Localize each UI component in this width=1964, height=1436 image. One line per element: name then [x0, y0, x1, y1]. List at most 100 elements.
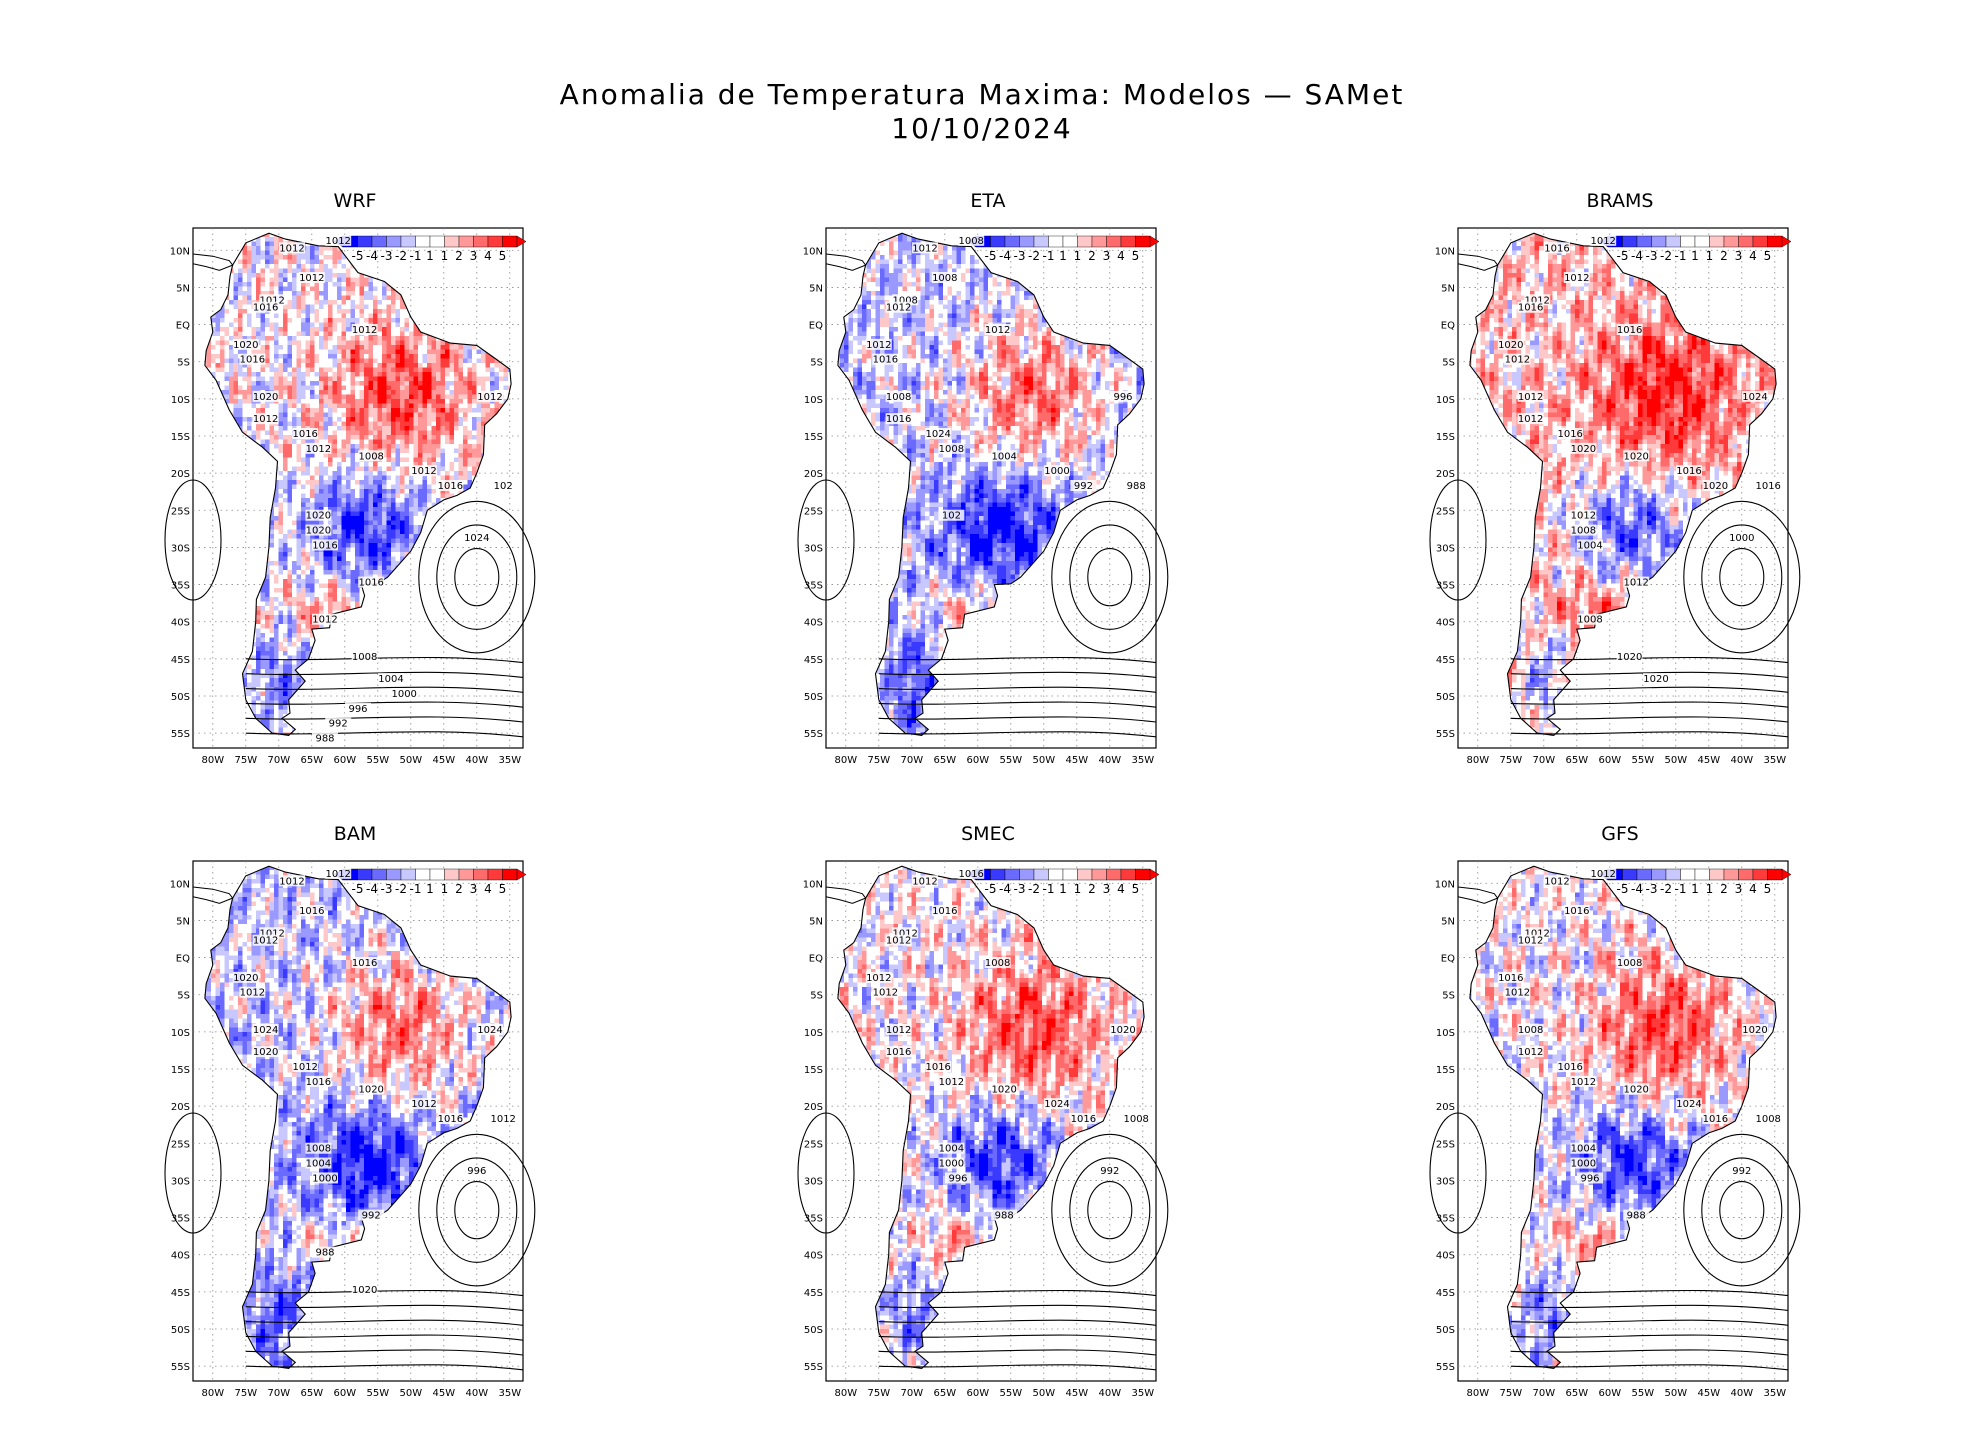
isobar-label-bg [279, 242, 305, 254]
isobar-label-bg [984, 324, 1011, 335]
isobar-label: 1012 [299, 273, 324, 284]
colorbar: -5 -4 -3 -2 -1 1 1 2 3 4 5 [333, 868, 527, 896]
isobar-label: 1012 [873, 988, 898, 999]
lon-tick-label: 55W [366, 755, 389, 766]
lat-tick-label: 15S [171, 432, 190, 443]
colorbar-label: 4 [1749, 882, 1757, 896]
isobar-label: 1016 [240, 355, 265, 366]
panel-title: GFS [1460, 823, 1780, 845]
colorbar-label: 3 [1103, 249, 1111, 263]
isobar-label-bg [1577, 613, 1603, 625]
isobar-label: 1012 [1623, 578, 1648, 589]
lon-tick-label: 80W [1466, 755, 1489, 766]
isobar-label-bg [298, 905, 325, 916]
map-frame: 10N 5N EQ 5S 10S 15S 20S 25S 30S 35S 40S 45S 50S 55S 8… [164, 227, 536, 766]
lat-tick-label: 55S [804, 1362, 823, 1373]
isobar-label-bg [312, 1246, 338, 1258]
isobar-label: 1012 [866, 340, 891, 351]
isobar-label: 1008 [306, 1144, 331, 1155]
colorbar-swatch [1062, 235, 1078, 248]
lon-tick-label: 50W [1664, 1388, 1687, 1399]
coastline [837, 232, 1145, 736]
isobar-lines [1429, 1112, 1801, 1371]
isobar-label: 1020 [1623, 1084, 1648, 1095]
lon-tick-label: 60W [333, 755, 356, 766]
colorbar-label: 1 [1059, 249, 1067, 263]
colorbar-label: -5 [985, 249, 997, 263]
isobar-label: 1020 [253, 1047, 278, 1058]
lat-tick-label: 50S [171, 1325, 190, 1336]
isobar-label: 1004 [939, 1144, 964, 1155]
lon-tick-label: 40W [465, 755, 488, 766]
isobar-label-bg [925, 428, 952, 439]
lat-tick-label: 5N [809, 283, 823, 294]
lon-tick-label: 55W [1631, 755, 1654, 766]
lon-tick-label: 40W [1730, 755, 1753, 766]
lat-tick-label: 15S [1436, 1065, 1455, 1076]
isobar-lines [797, 479, 1169, 738]
isobar-label-bg [1577, 539, 1603, 551]
isobar-label-bg [351, 324, 378, 335]
lat-tick-label: 45S [804, 655, 823, 666]
isobar-label-bg [872, 353, 899, 365]
lat-tick-label: 10S [804, 1028, 823, 1039]
isobar-label-bg [925, 1061, 952, 1072]
colorbar-swatch [1091, 235, 1107, 248]
lon-tick-label: 70W [267, 1388, 290, 1399]
lat-tick-label: 10N [803, 879, 823, 890]
isobar-label-bg [984, 957, 1011, 968]
isobar-label: 1016 [292, 429, 317, 440]
isobar-label-bg [1623, 1209, 1650, 1221]
colorbar-swatch [386, 868, 402, 881]
map-frame: 10N 5N EQ 5S 10S 15S 20S 25S 30S 35S 40S 45S 50S 55S 8… [164, 860, 536, 1399]
isobar-label: 1020 [1742, 1025, 1767, 1036]
colorbar-label: -4 [1631, 882, 1643, 896]
lat-tick-label: 10N [1435, 246, 1455, 257]
isobar-label: 1012 [886, 303, 911, 314]
isobar-label-bg [1557, 428, 1584, 439]
isobar-label: 1020 [1571, 444, 1596, 455]
isobar-label: 996 [467, 1166, 486, 1177]
lat-tick-label: 5N [176, 916, 190, 927]
isobar-label-bg [411, 1098, 437, 1110]
isobar-labels: 1012101210121012101610201016101210201012… [232, 234, 517, 745]
lat-tick-label: 10S [1436, 1028, 1455, 1039]
colorbar-label: 3 [1735, 882, 1743, 896]
isobar-label: 1012 [306, 444, 331, 455]
lat-tick-label: 55S [1436, 1362, 1455, 1373]
lat-tick-label: 15S [804, 1065, 823, 1076]
isobar-lines [164, 1112, 536, 1371]
isobar-label: 1020 [1617, 652, 1642, 663]
isobar-label: 1000 [939, 1159, 964, 1170]
isobar-label-bg [1616, 957, 1643, 968]
figure-title: Anomalia de Temperatura Maxima: Modelos … [0, 78, 1964, 111]
isobar-label-bg [1590, 234, 1617, 246]
isobar-label: 1016 [873, 355, 898, 366]
colorbar-swatch [1019, 235, 1035, 248]
isobar-label: 1016 [1518, 303, 1543, 314]
lon-tick-label: 40W [1730, 1388, 1753, 1399]
isobar-label-bg [252, 413, 279, 425]
lat-tick-label: 45S [1436, 655, 1455, 666]
isobar-label-bg [232, 971, 259, 983]
colorbar-label: 2 [455, 249, 463, 263]
isobar-label: 1012 [292, 1062, 317, 1073]
isobar-label-bg [305, 524, 332, 536]
colorbar-swatch [1120, 235, 1136, 248]
colorbar-swatch [386, 235, 402, 248]
isobar-label-bg [477, 1023, 503, 1035]
colorbar-label: -3 [1014, 882, 1026, 896]
colorbar-label: 4 [1117, 882, 1125, 896]
lon-tick-label: 80W [1466, 1388, 1489, 1399]
isobar-label-bg [1497, 971, 1524, 983]
lon-tick-label: 75W [1499, 755, 1522, 766]
colorbar-label: 1 [1706, 882, 1714, 896]
isobar-label-bg [1570, 524, 1597, 536]
isobar-label-bg [1517, 413, 1544, 425]
lat-tick-label: 20S [804, 1102, 823, 1113]
colorbar-swatch [1636, 235, 1652, 248]
panel-smec: SMEC 10N 5N EQ 5S 10S 15S 20S 25S 30S 35S 40S 45S 50… [718, 823, 1169, 1423]
isobar-label-bg [885, 1023, 912, 1035]
isobar-label-bg [1570, 1075, 1597, 1087]
colorbar: -5 -4 -3 -2 -1 1 1 2 3 4 5 [966, 868, 1160, 896]
